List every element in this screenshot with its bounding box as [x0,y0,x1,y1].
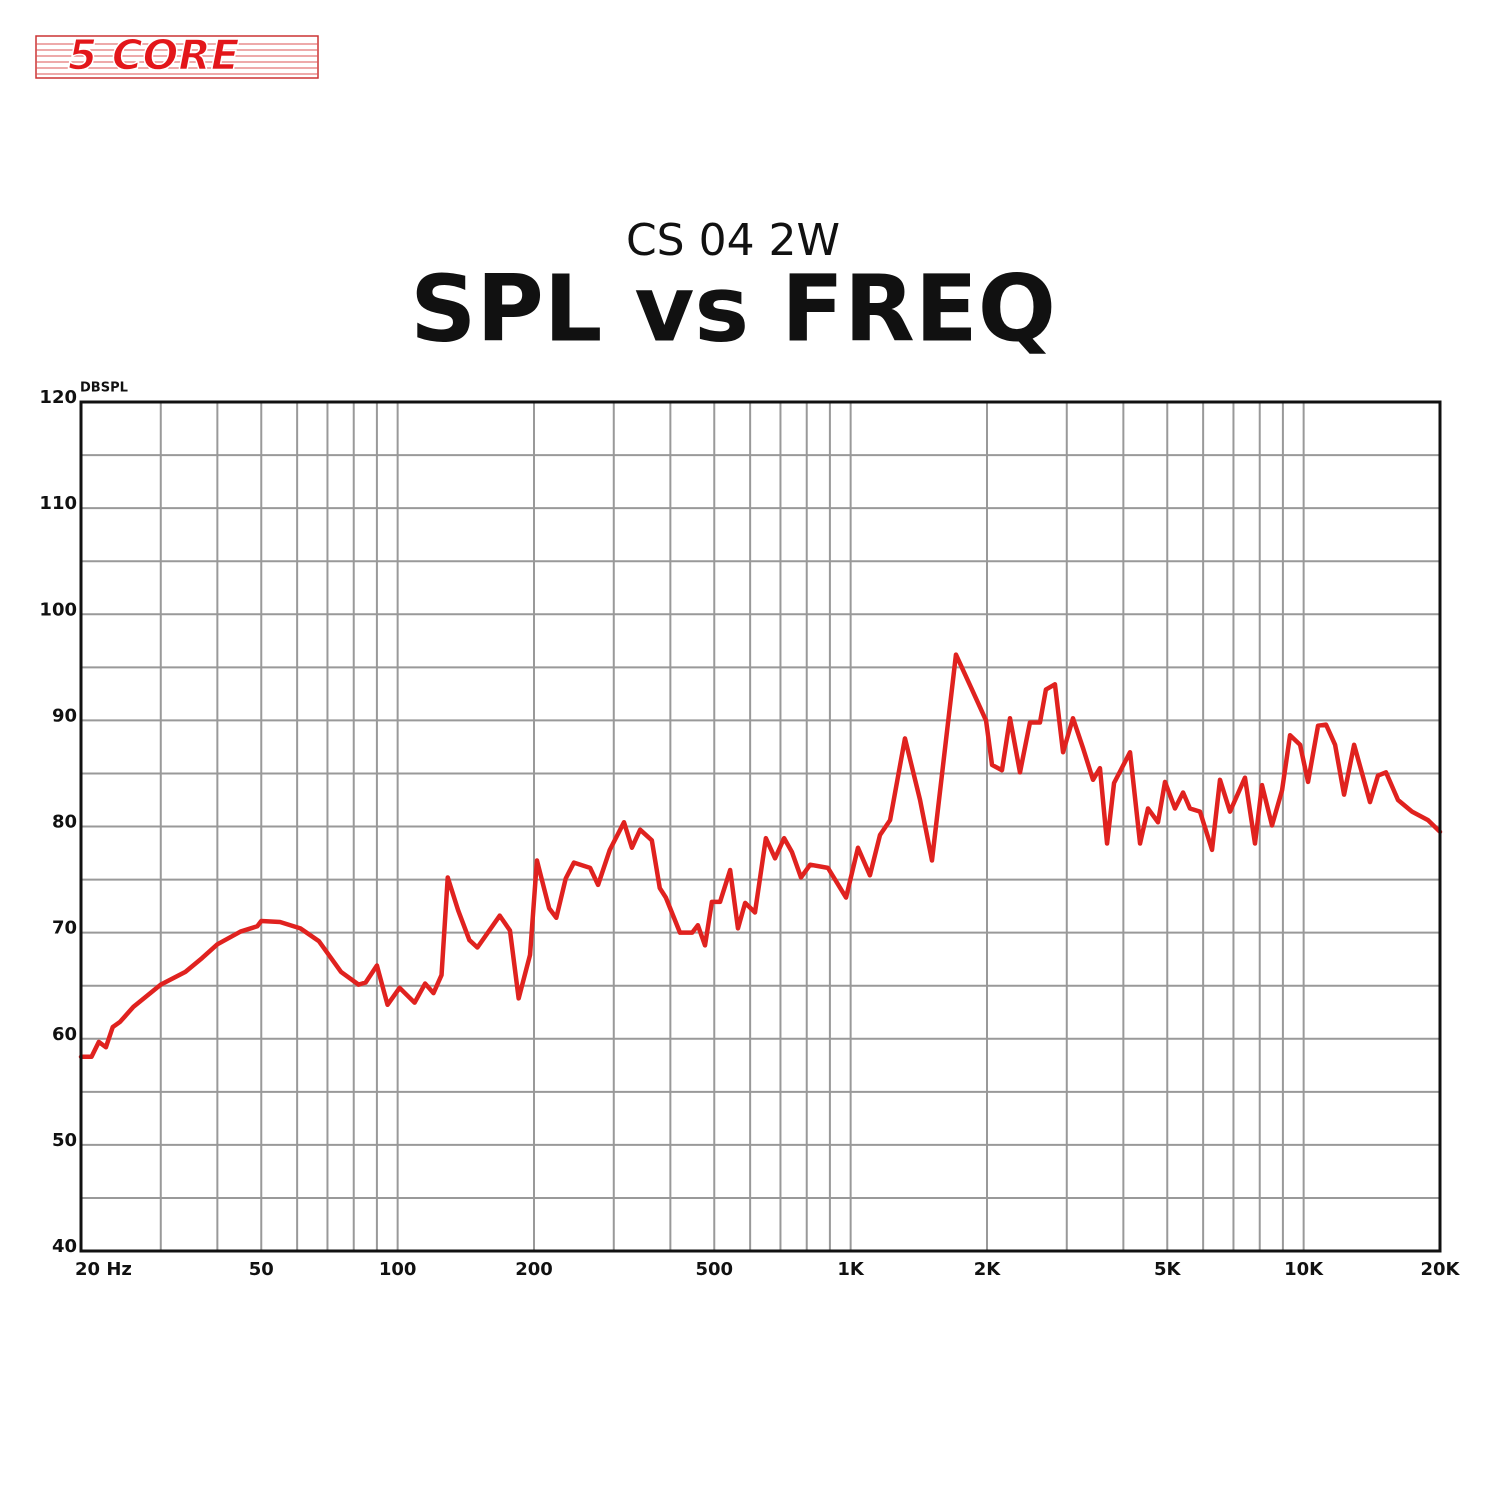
y-tick-label: 60 [52,1024,77,1045]
y-tick-label: 100 [39,599,77,620]
y-tick-label: 70 [52,918,77,939]
x-tick-label: 20K [1421,1259,1461,1280]
line-series [78,652,1443,1060]
y-tick-label: 110 [39,493,77,514]
x-tick-label: 1K [837,1259,865,1280]
y-tick-label: 50 [52,1130,77,1151]
x-tick-label: 200 [515,1259,553,1280]
chart-title: CS 04 2W [626,215,840,266]
y-tick-label: 120 [39,387,77,408]
logo: 5 CORE [35,30,319,80]
chart-subtitle: SPL vs FREQ [410,255,1056,362]
y-tick-label: 40 [52,1236,77,1257]
y-tick-label: 90 [52,705,77,726]
x-tick-label: 20 Hz [75,1259,132,1280]
x-tick-label: 500 [695,1259,733,1280]
logo-box [35,35,319,79]
grid [80,401,1441,1252]
plot [78,652,1443,1060]
logo-stripes [36,43,318,75]
logo-text: 5 CORE [68,31,240,80]
y-axis-label: DBSPL [80,381,128,396]
x-tick-label: 2K [974,1259,1002,1280]
x-tick-label: 5K [1154,1259,1182,1280]
x-tick-label: 10K [1284,1259,1324,1280]
x-tick-label: 50 [249,1259,274,1280]
x-tick-label: 100 [379,1259,417,1280]
y-tick-label: 80 [52,812,77,833]
plot-frame [79,400,1442,1253]
tick-labels: 40 50 60 70 80 90 100 110 120 20 Hz 50 100 200 500 1K 2… [39,387,1460,1280]
